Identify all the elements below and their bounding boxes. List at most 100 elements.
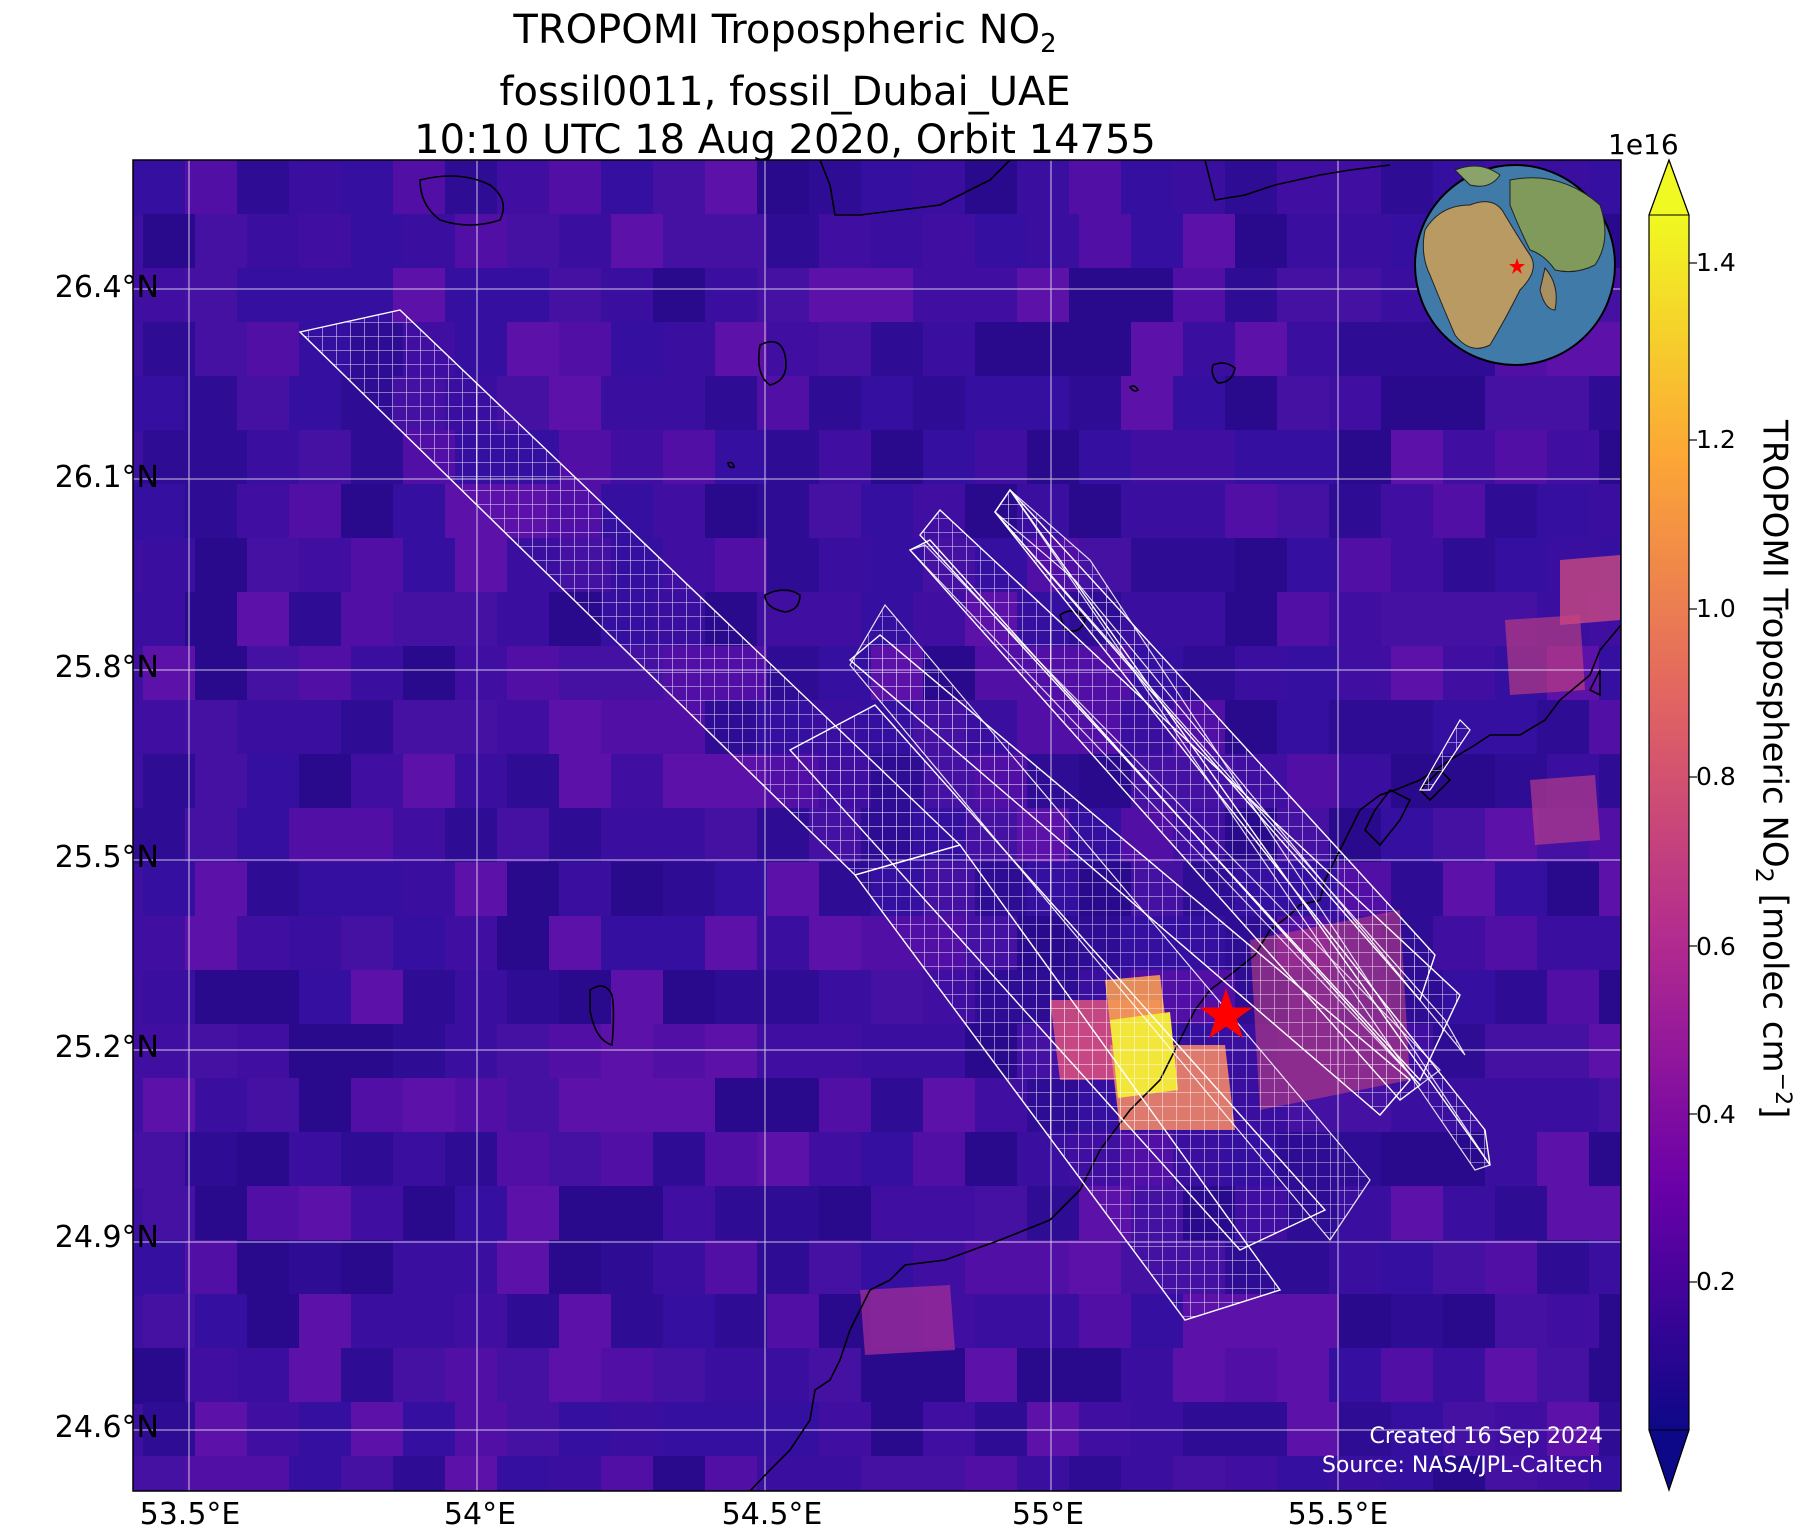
no2-pixel — [1589, 1456, 1621, 1491]
no2-pixel — [1069, 484, 1123, 540]
no2-pixel — [601, 268, 655, 324]
no2-pixel — [497, 1024, 551, 1080]
no2-pixel — [1537, 484, 1591, 540]
no2-pixel — [133, 700, 187, 756]
no2-pixel — [653, 1240, 707, 1296]
no2-pixel — [403, 538, 457, 594]
no2-pixel — [143, 430, 197, 486]
no2-pixel — [1017, 1348, 1071, 1404]
no2-pixel — [1433, 1456, 1487, 1491]
no2-pixel — [351, 1186, 405, 1242]
no2-pixel — [1381, 160, 1435, 216]
no2-pixel — [185, 1024, 239, 1080]
no2-pixel — [1183, 214, 1237, 270]
no2-pixel — [1121, 484, 1175, 540]
no2-pixel — [1277, 1456, 1331, 1491]
no2-pixel — [1131, 1510, 1185, 1539]
colorbar[interactable] — [1648, 158, 1697, 1492]
no2-pixel — [299, 970, 353, 1026]
no2-pixel — [341, 1132, 395, 1188]
no2-pixel — [1599, 970, 1621, 1026]
no2-pixel — [351, 1078, 405, 1134]
no2-pixel — [1599, 1078, 1621, 1134]
no2-pixel — [559, 1078, 613, 1134]
no2-pixel — [289, 592, 343, 648]
no2-pixel — [185, 916, 239, 972]
no2-pixel — [653, 808, 707, 864]
no2-pixel — [289, 484, 343, 540]
lon-tick-label: 54°E — [443, 1497, 517, 1532]
no2-pixel — [705, 1456, 759, 1491]
no2-pixel — [923, 214, 977, 270]
no2-pixel — [1381, 1456, 1435, 1491]
no2-pixel — [341, 1348, 395, 1404]
no2-pixel — [1329, 1348, 1383, 1404]
no2-pixel — [767, 1078, 821, 1134]
no2-pixel — [559, 1294, 613, 1350]
no2-pixel — [767, 322, 821, 378]
no2-pixel — [143, 322, 197, 378]
no2-pixel — [1495, 1510, 1549, 1539]
no2-pixel — [289, 1240, 343, 1296]
no2-pixel — [715, 322, 769, 378]
no2-pixel — [923, 1078, 977, 1134]
no2-pixel — [1079, 430, 1133, 486]
no2-pixel — [247, 1078, 301, 1134]
no2-pixel — [601, 1240, 655, 1296]
no2-pixel — [497, 1240, 551, 1296]
no2-pixel — [237, 268, 291, 324]
lon-tick-label: 54.5°E — [721, 1497, 823, 1532]
no2-pixel — [757, 1348, 811, 1404]
no2-pixel — [289, 376, 343, 432]
no2-pixel — [809, 160, 863, 216]
no2-pixel — [601, 916, 655, 972]
no2-pixel — [1277, 1240, 1331, 1296]
no2-pixel — [601, 808, 655, 864]
no2-pixel — [975, 322, 1029, 378]
no2-pixel — [143, 970, 197, 1026]
no2-pixel — [143, 862, 197, 918]
no2-pixel — [1235, 646, 1289, 702]
no2-pixel — [871, 970, 925, 1026]
no2-pixel — [1599, 1186, 1621, 1242]
no2-pixel — [237, 808, 291, 864]
no2-pixel — [809, 1132, 863, 1188]
no2-pixel — [143, 1078, 197, 1134]
no2-pixel — [871, 322, 925, 378]
no2-pixel — [559, 862, 613, 918]
no2-pixel — [1069, 376, 1123, 432]
no2-pixel — [1391, 862, 1445, 918]
no2-pixel — [1329, 268, 1383, 324]
no2-pixel — [299, 1294, 353, 1350]
no2-pixel — [1339, 754, 1393, 810]
no2-pixel — [289, 1132, 343, 1188]
no2-pixel — [133, 592, 187, 648]
no2-pixel — [393, 1456, 447, 1491]
no2-pixel — [133, 1240, 187, 1296]
no2-pixel — [819, 970, 873, 1026]
colorbar-tick-label: 0.6 — [1696, 932, 1736, 961]
no2-pixel — [1225, 268, 1279, 324]
no2-pixel — [1433, 484, 1487, 540]
no2-pixel — [185, 1456, 239, 1491]
no2-pixel — [1485, 916, 1539, 972]
no2-pixel — [705, 1132, 759, 1188]
no2-pixel — [1121, 1348, 1175, 1404]
no2-pixel — [1485, 376, 1539, 432]
no2-pixel — [1599, 1510, 1653, 1539]
no2-pixel — [1235, 430, 1289, 486]
no2-pixel — [1537, 1348, 1591, 1404]
no2-pixel — [1599, 430, 1621, 486]
target-mode-grids — [298, 309, 1491, 1321]
map-title: TROPOMI Tropospheric NO2 fossil0011, fos… — [0, 6, 1570, 164]
no2-pixel — [1079, 322, 1133, 378]
no2-pixel — [1599, 754, 1621, 810]
target-star-marker[interactable] — [1199, 988, 1253, 1039]
no2-pixel — [1537, 916, 1591, 972]
no2-pixel — [861, 1240, 915, 1296]
no2-pixel — [1121, 160, 1175, 216]
no2-pixel — [913, 1024, 967, 1080]
no2-pixel — [1495, 430, 1549, 486]
no2-pixel — [1277, 700, 1331, 756]
